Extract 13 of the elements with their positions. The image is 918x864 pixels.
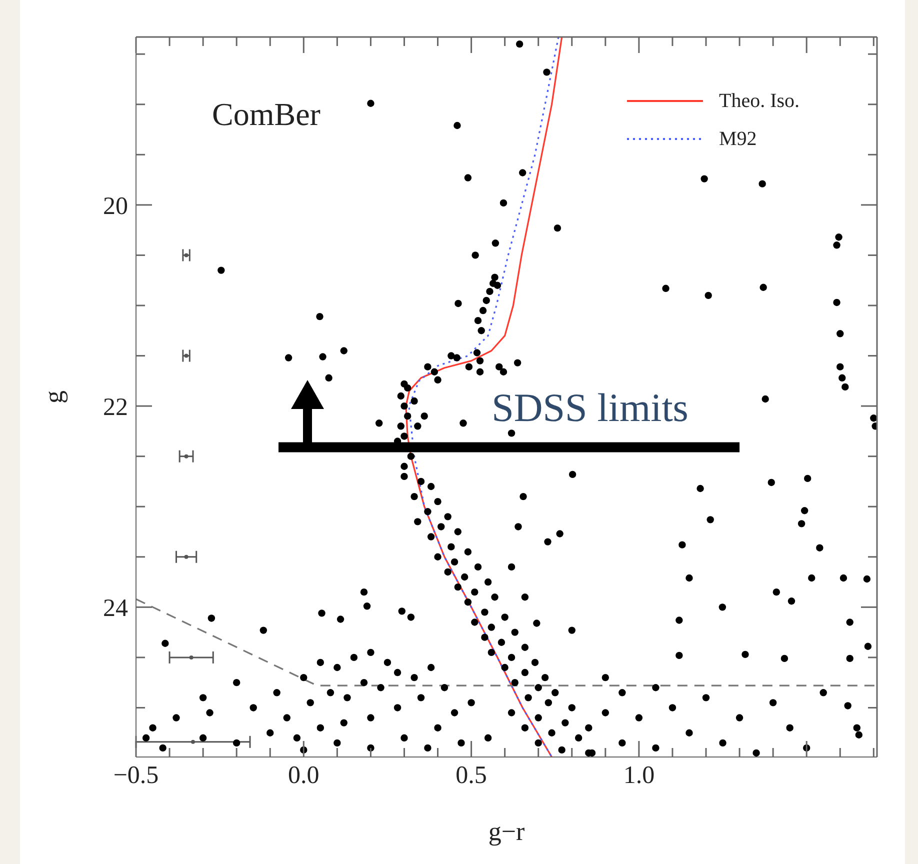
y-tick-label: 22	[103, 394, 128, 421]
y-tick-label: 24	[103, 595, 128, 622]
legend-label: Theo. Iso.	[719, 90, 800, 112]
y-axis-title: g	[39, 390, 68, 404]
x-tick-label: −0.5	[113, 762, 159, 789]
x-tick-label: 0.0	[288, 762, 320, 789]
legend-label: M92	[719, 128, 757, 150]
x-axis-title: g−r	[488, 817, 525, 846]
annotation: SDSS limits	[492, 385, 688, 430]
y-tick-label: 20	[103, 192, 128, 220]
x-tick-label: 0.5	[456, 762, 487, 789]
x-tick-label: 1.0	[623, 762, 655, 789]
annotation: ComBer	[212, 96, 321, 132]
